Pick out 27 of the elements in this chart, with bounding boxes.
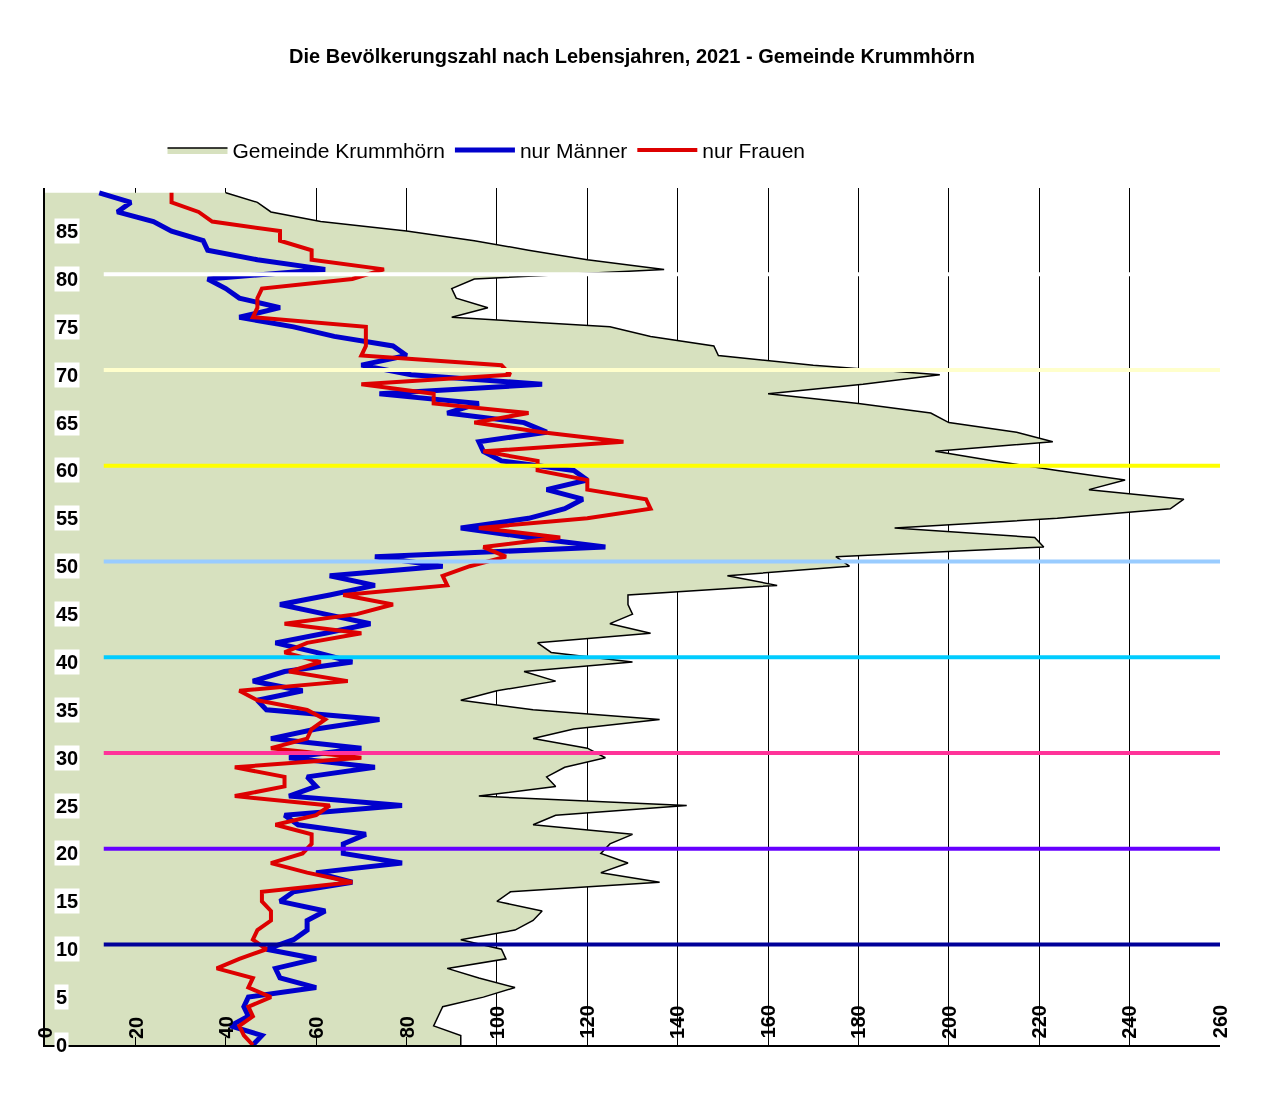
y-tick-label: 40 xyxy=(56,651,79,673)
x-tick-label: 60 xyxy=(305,1016,328,1039)
y-tick-label: 55 xyxy=(56,507,79,529)
x-tick-label: 80 xyxy=(395,1016,418,1039)
y-tick-label: 75 xyxy=(56,316,79,338)
y-tick-label: 20 xyxy=(56,842,79,864)
legend-label: nur Männer xyxy=(519,139,628,163)
y-tick-label: 0 xyxy=(56,1034,68,1056)
y-tick-label: 45 xyxy=(56,603,79,625)
y-tick-label: 15 xyxy=(56,890,79,912)
y-tick-label: 80 xyxy=(56,268,79,290)
y-tick-label: 60 xyxy=(56,459,79,481)
y-tick-label: 5 xyxy=(56,986,68,1008)
y-tick-label: 65 xyxy=(56,412,79,434)
x-tick-label: 260 xyxy=(1208,1004,1231,1039)
y-tick-label: 50 xyxy=(56,555,79,577)
x-tick-label: 40 xyxy=(215,1016,238,1039)
y-tick-label: 70 xyxy=(56,364,79,386)
y-tick-label: 35 xyxy=(56,699,79,721)
legend-label: Gemeinde Krummhörn xyxy=(232,139,445,163)
y-tick-label: 85 xyxy=(56,220,79,242)
legend-label: nur Frauen xyxy=(702,139,806,163)
x-tick-label: 20 xyxy=(124,1016,147,1040)
y-tick-label: 25 xyxy=(56,795,79,817)
y-tick-label: 10 xyxy=(56,938,79,960)
y-tick-label: 30 xyxy=(56,747,79,769)
chart-title: Die Bevölkerungszahl nach Lebensjahren, 2021 - Gemeinde Krummhörn xyxy=(289,44,975,67)
